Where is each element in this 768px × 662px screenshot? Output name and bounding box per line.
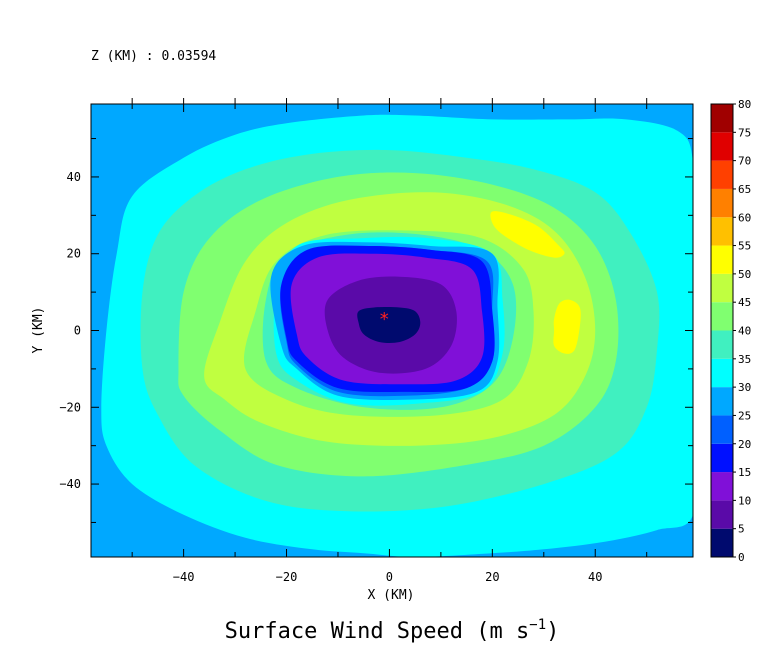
colorbar-swatch xyxy=(711,273,733,303)
colorbar-swatch xyxy=(711,330,733,359)
colorbar-label: 80 xyxy=(738,98,751,111)
colorbar-label: 20 xyxy=(738,438,751,451)
colorbar-label: 30 xyxy=(738,381,751,394)
x-tick-label: −20 xyxy=(276,570,298,584)
chart-title-superscript: −1 xyxy=(529,617,546,633)
colorbar-swatch xyxy=(711,387,733,416)
contour-band-50 xyxy=(490,211,565,258)
colorbar-label: 15 xyxy=(738,466,751,479)
colorbar-label: 25 xyxy=(738,409,751,422)
colorbar-label: 40 xyxy=(738,325,751,338)
colorbar-swatch xyxy=(711,415,733,444)
colorbar-swatch xyxy=(711,188,733,218)
y-tick-label: −20 xyxy=(59,400,81,414)
x-tick-label: 40 xyxy=(588,570,602,584)
contour-band-0 xyxy=(357,306,421,343)
colorbar: 0 5 10 15 20 25 30 35 40 45 50 55 60 65 70 75 80 xyxy=(710,98,751,564)
colorbar-swatch xyxy=(711,443,733,473)
storm-center-marker: * xyxy=(380,309,389,330)
colorbar-label: 5 xyxy=(738,523,745,536)
colorbar-swatch xyxy=(711,528,733,557)
colorbar-swatch xyxy=(711,160,733,189)
plot-area: * xyxy=(90,103,694,558)
x-axis-label: X (KM) xyxy=(368,588,415,603)
y-tick-label: −40 xyxy=(59,477,81,491)
contour-layer xyxy=(101,114,693,557)
colorbar-swatch xyxy=(711,132,733,161)
colorbar-swatch xyxy=(711,500,733,529)
y-axis: −40 −20 0 20 40 xyxy=(59,138,693,523)
colorbar-swatch xyxy=(711,302,733,331)
colorbar-label: 35 xyxy=(738,353,751,366)
colorbar-label: 75 xyxy=(738,126,751,139)
colorbar-label: 70 xyxy=(738,155,751,168)
colorbar-label: 10 xyxy=(738,494,751,507)
colorbar-label: 60 xyxy=(738,211,751,224)
colorbar-label: 0 xyxy=(738,551,745,564)
chart-title-close: ) xyxy=(546,619,559,644)
y-axis-label: Y (KM) xyxy=(31,307,46,354)
chart-title: Surface Wind Speed (m s−1) xyxy=(225,617,560,644)
y-tick-label: 20 xyxy=(67,247,81,261)
colorbar-swatch xyxy=(711,358,733,388)
colorbar-swatch xyxy=(711,217,733,246)
colorbar-label: 45 xyxy=(738,296,751,309)
x-tick-label: 0 xyxy=(386,570,393,584)
contour-band-50 xyxy=(553,299,581,354)
x-tick-label: 20 xyxy=(485,570,499,584)
colorbar-label: 55 xyxy=(738,240,751,253)
colorbar-swatch xyxy=(711,245,733,274)
x-tick-label: −40 xyxy=(173,570,195,584)
colorbar-swatch xyxy=(711,472,733,501)
y-tick-label: 0 xyxy=(74,324,81,338)
colorbar-label: 50 xyxy=(738,268,751,281)
chart-subtitle: Z (KM) : 0.03594 xyxy=(91,49,216,64)
chart-title-main: Surface Wind Speed (m s xyxy=(225,619,530,644)
y-tick-label: 40 xyxy=(67,170,81,184)
x-axis: −40 −20 0 20 40 xyxy=(131,98,648,584)
colorbar-swatch xyxy=(711,104,733,133)
colorbar-label: 65 xyxy=(738,183,751,196)
